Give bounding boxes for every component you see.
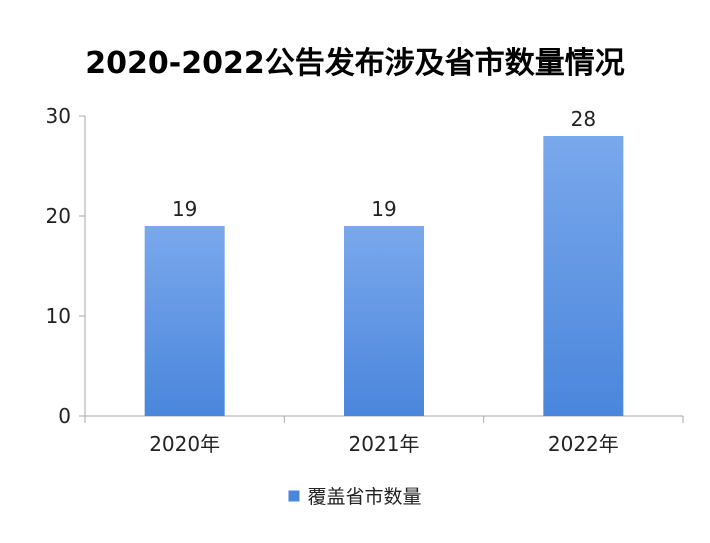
x-tick-label: 2022年: [548, 432, 619, 456]
x-axis: 2020年 2021年 2022年: [84, 415, 684, 456]
x-tick-label: 2021年: [349, 432, 420, 456]
legend-label: 覆盖省市数量: [307, 486, 421, 508]
y-axis: 0 10 20 30: [46, 104, 86, 428]
data-labels: 19 19 28: [172, 107, 596, 221]
bar-value-label: 19: [371, 197, 396, 221]
legend: 覆盖省市数量: [288, 486, 422, 508]
bars: [144, 136, 624, 416]
chart-title: 2020-2022公告发布涉及省市数量情况: [85, 46, 625, 81]
y-tick-label: 10: [46, 304, 71, 328]
bar: [144, 226, 225, 416]
y-tick-label: 20: [46, 204, 71, 228]
bar: [543, 136, 624, 416]
x-tick-label: 2020年: [149, 432, 220, 456]
bar-value-label: 19: [172, 197, 197, 221]
bar: [344, 226, 424, 416]
bar-value-label: 28: [571, 107, 596, 131]
legend-swatch: [288, 490, 300, 502]
y-tick-label: 0: [58, 404, 71, 428]
y-tick-label: 30: [46, 104, 71, 128]
